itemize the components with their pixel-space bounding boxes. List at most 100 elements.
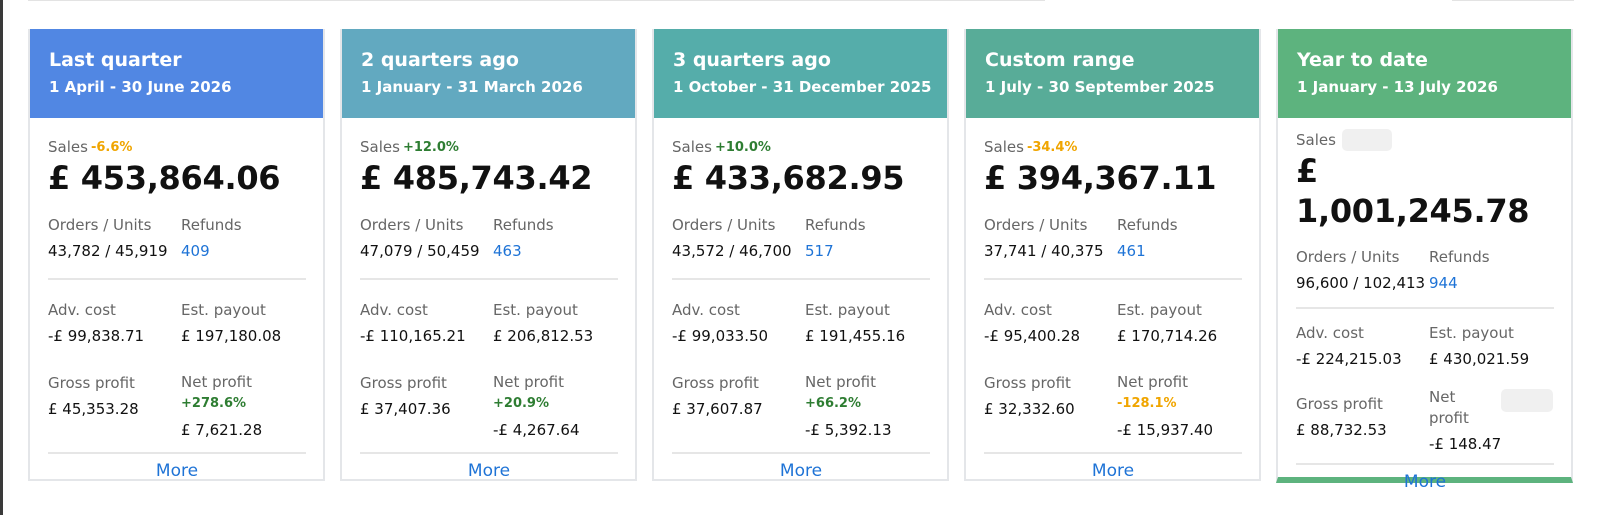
gross-profit-label: Gross profit <box>984 374 1071 392</box>
orders-units-value: 43,572 / 46,700 <box>672 242 792 260</box>
card-date-range: 1 October - 31 December 2025 <box>673 78 932 96</box>
est-payout-label: Est. payout <box>493 301 578 319</box>
divider <box>48 278 306 280</box>
divider <box>672 278 930 280</box>
more-link[interactable]: More <box>1091 461 1135 481</box>
net-profit-label: Net profit <box>805 373 876 391</box>
more-link[interactable]: More <box>467 461 511 481</box>
sales-value: £ 394,367.11 <box>984 159 1217 197</box>
more-link[interactable]: More <box>155 461 199 481</box>
sales-change: -34.4% <box>1026 139 1078 155</box>
top-divider-right <box>1452 0 1574 1</box>
divider <box>672 452 930 454</box>
card-header: Custom range 1 July - 30 September 2025 <box>966 29 1259 118</box>
card-header: Last quarter 1 April - 30 June 2026 <box>30 29 323 118</box>
adv-cost-value: -£ 99,838.71 <box>48 327 145 345</box>
refunds-label: Refunds <box>181 216 242 234</box>
orders-units-value: 37,741 / 40,375 <box>984 242 1104 260</box>
est-payout-value: £ 170,714.26 <box>1117 327 1218 345</box>
card-title: Last quarter <box>49 49 182 71</box>
top-divider <box>28 0 1045 1</box>
net-profit-change: +20.9% <box>493 396 549 411</box>
sales-value: £ 433,682.95 <box>672 159 905 197</box>
est-payout-label: Est. payout <box>805 301 890 319</box>
window-left-edge <box>0 0 3 515</box>
sales-label: Sales <box>984 138 1024 156</box>
period-card-year-to-date: Year to date 1 January - 13 July 2026 Sa… <box>1276 29 1573 492</box>
sales-change: +10.0% <box>714 139 771 155</box>
card-header: Year to date 1 January - 13 July 2026 <box>1278 29 1571 118</box>
sales-label: Sales <box>672 138 712 156</box>
refunds-label: Refunds <box>805 216 866 234</box>
period-card-3-quarters-ago: 3 quarters ago 1 October - 31 December 2… <box>652 29 949 481</box>
adv-cost-label: Adv. cost <box>984 301 1052 319</box>
gross-profit-value: £ 37,407.36 <box>360 400 451 418</box>
sales-change: +12.0% <box>402 139 459 155</box>
card-title: Year to date <box>1297 49 1428 71</box>
card-date-range: 1 January - 13 July 2026 <box>1297 78 1498 96</box>
gross-profit-value: £ 32,332.60 <box>984 400 1075 418</box>
gross-profit-label: Gross profit <box>48 374 135 392</box>
sales-change-placeholder <box>1341 129 1392 151</box>
refunds-link[interactable]: 463 <box>493 242 522 260</box>
sales-change: -6.6% <box>90 139 133 155</box>
divider <box>1296 307 1554 309</box>
card-date-range: 1 January - 31 March 2026 <box>361 78 583 96</box>
gross-profit-value: £ 37,607.87 <box>672 400 763 418</box>
divider <box>1296 463 1554 465</box>
est-payout-label: Est. payout <box>1117 301 1202 319</box>
sales-label: Sales <box>48 138 88 156</box>
refunds-link[interactable]: 944 <box>1429 274 1458 292</box>
net-profit-label: Net profit <box>1117 373 1188 391</box>
orders-units-label: Orders / Units <box>984 216 1088 234</box>
period-card-2-quarters-ago: 2 quarters ago 1 January - 31 March 2026… <box>340 29 637 481</box>
sales-value: £ 453,864.06 <box>48 159 281 197</box>
net-profit-label: Net profit <box>493 373 564 391</box>
period-card-last-quarter: Last quarter 1 April - 30 June 2026 Sale… <box>28 29 325 481</box>
refunds-label: Refunds <box>1429 248 1490 266</box>
est-payout-value: £ 430,021.59 <box>1429 350 1530 368</box>
card-header: 2 quarters ago 1 January - 31 March 2026 <box>342 29 635 118</box>
orders-units-label: Orders / Units <box>48 216 152 234</box>
net-profit-change: -128.1% <box>1117 396 1177 411</box>
refunds-link[interactable]: 517 <box>805 242 834 260</box>
orders-units-value: 96,600 / 102,413 <box>1296 274 1426 292</box>
more-link[interactable]: More <box>779 461 823 481</box>
est-payout-value: £ 191,455.16 <box>805 327 906 345</box>
net-profit-change-placeholder <box>1501 389 1553 412</box>
card-header: 3 quarters ago 1 October - 31 December 2… <box>654 29 947 118</box>
net-profit-value: £ 7,621.28 <box>181 421 263 439</box>
adv-cost-label: Adv. cost <box>1296 324 1364 342</box>
divider <box>984 278 1242 280</box>
sales-label: Sales <box>1296 131 1336 149</box>
divider <box>984 452 1242 454</box>
gross-profit-value: £ 88,732.53 <box>1296 421 1387 439</box>
gross-profit-value: £ 45,353.28 <box>48 400 139 418</box>
adv-cost-label: Adv. cost <box>672 301 740 319</box>
refunds-link[interactable]: 409 <box>181 242 210 260</box>
net-profit-value: -£ 15,937.40 <box>1117 421 1214 439</box>
orders-units-value: 47,079 / 50,459 <box>360 242 480 260</box>
net-profit-label: Net profit <box>1429 388 1469 427</box>
refunds-label: Refunds <box>1117 216 1178 234</box>
refunds-link[interactable]: 461 <box>1117 242 1146 260</box>
divider <box>360 278 618 280</box>
net-profit-label: Net profit <box>181 373 252 391</box>
more-link[interactable]: More <box>1403 472 1447 492</box>
card-date-range: 1 July - 30 September 2025 <box>985 78 1215 96</box>
sales-label: Sales <box>360 138 400 156</box>
card-title: Custom range <box>985 49 1135 71</box>
net-profit-value: -£ 4,267.64 <box>493 421 580 439</box>
est-payout-value: £ 206,812.53 <box>493 327 594 345</box>
orders-units-value: 43,782 / 45,919 <box>48 242 168 260</box>
net-profit-value: -£ 5,392.13 <box>805 421 892 439</box>
card-title: 3 quarters ago <box>673 49 831 71</box>
est-payout-value: £ 197,180.08 <box>181 327 282 345</box>
refunds-label: Refunds <box>493 216 554 234</box>
net-profit-value: -£ 148.47 <box>1429 435 1502 453</box>
adv-cost-label: Adv. cost <box>360 301 428 319</box>
divider <box>48 452 306 454</box>
gross-profit-label: Gross profit <box>672 374 759 392</box>
gross-profit-label: Gross profit <box>1296 395 1383 413</box>
orders-units-label: Orders / Units <box>360 216 464 234</box>
